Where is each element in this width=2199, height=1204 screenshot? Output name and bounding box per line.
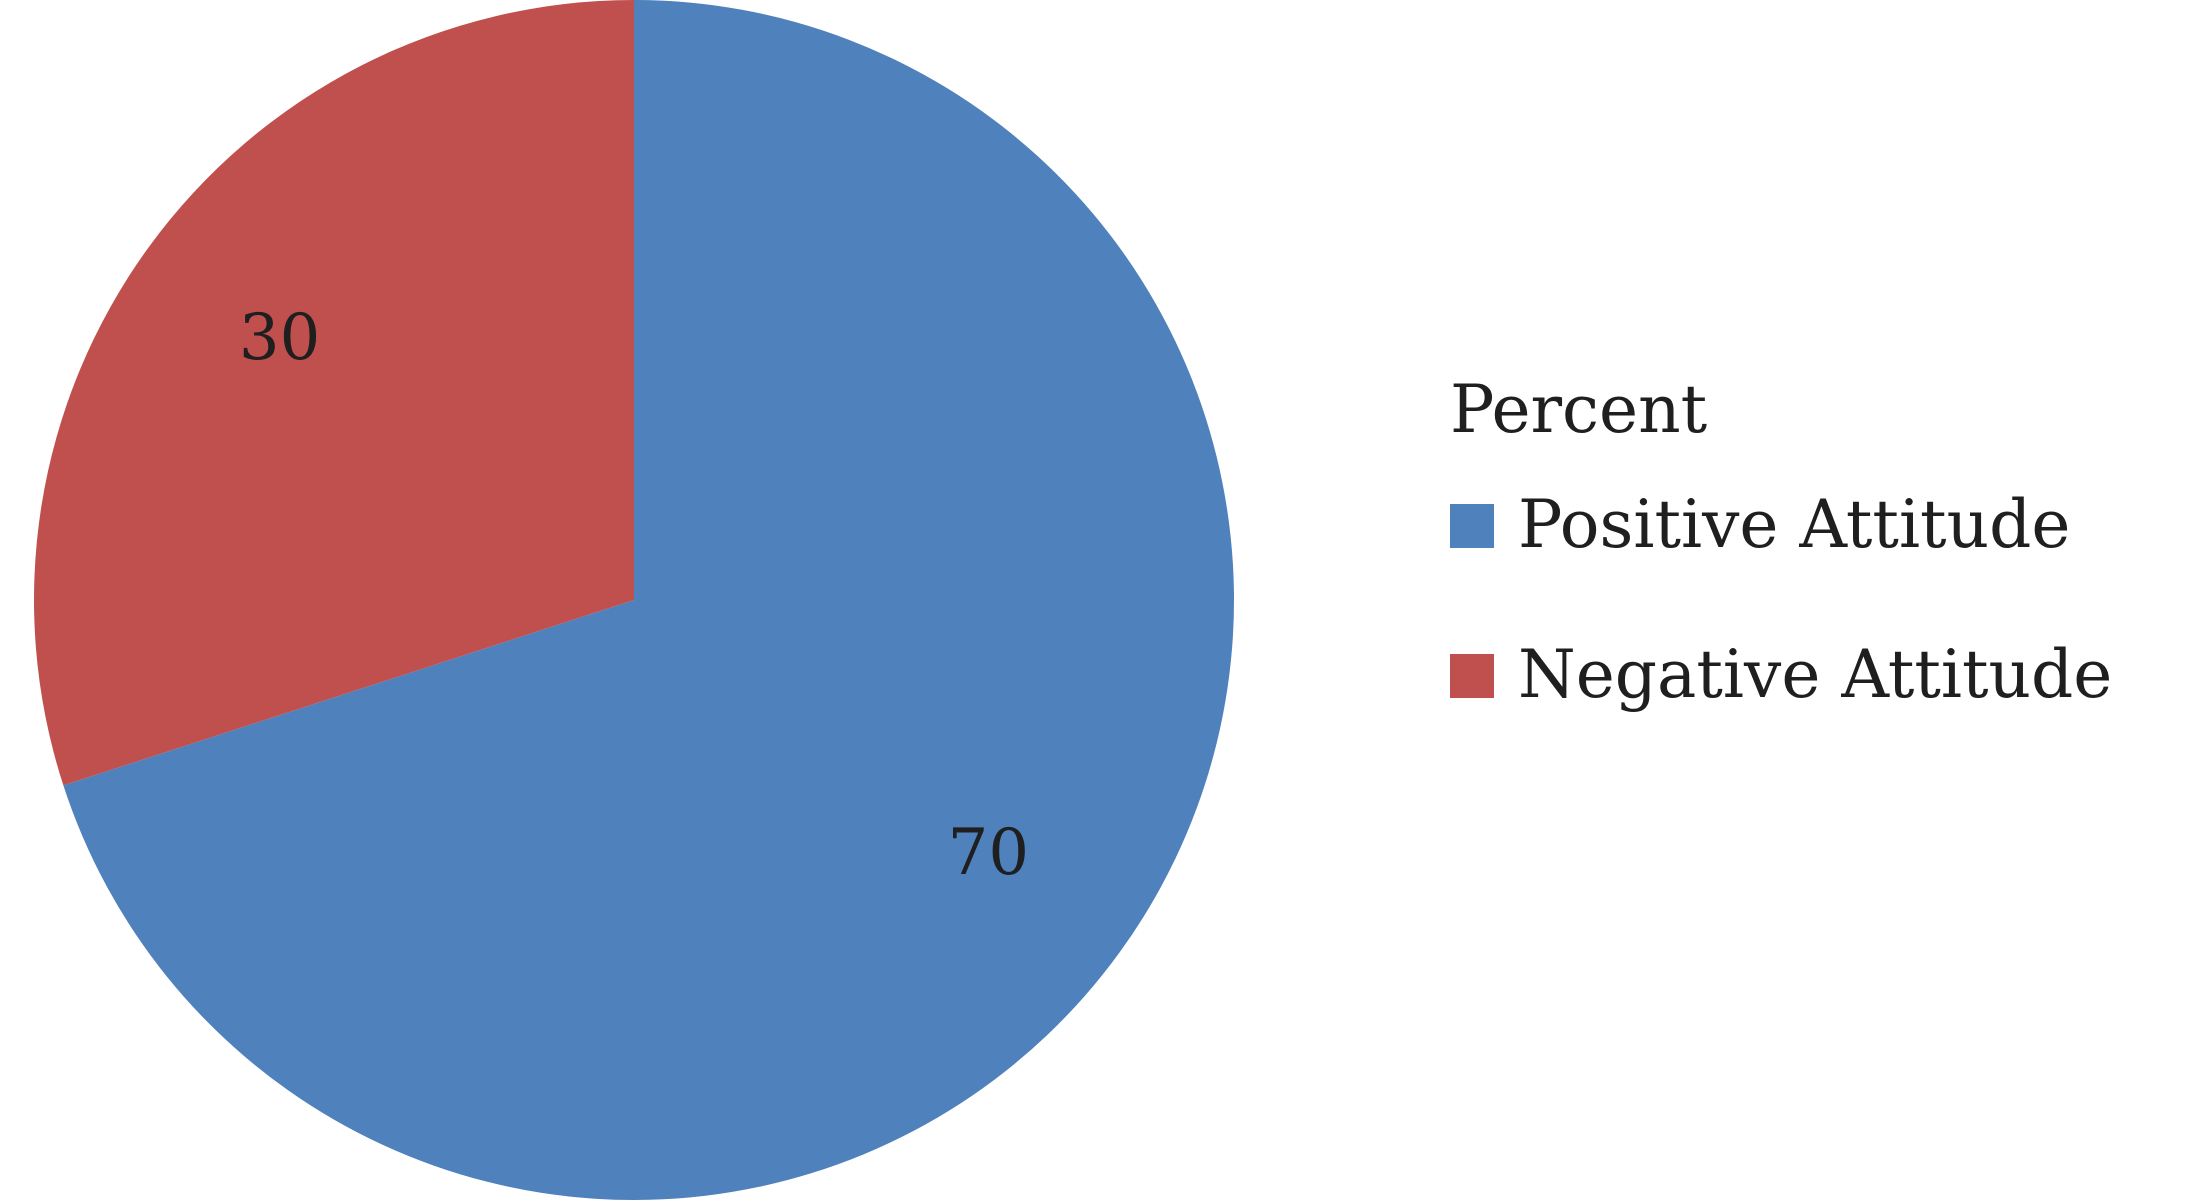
legend-label-positive-attitude: Positive Attitude — [1518, 486, 2070, 563]
pie-data-labels: 70 30 — [239, 301, 1029, 890]
legend: Percent Positive Attitude Negative Attitu… — [1450, 371, 2112, 713]
legend-title: Percent — [1450, 371, 1707, 448]
pie-slice-positive-attitude — [63, 0, 1234, 1200]
pie-slice-negative-attitude — [33, 0, 635, 786]
pie-slices — [33, 0, 1234, 1200]
legend-swatch-negative-attitude — [1450, 654, 1494, 698]
legend-label-negative-attitude: Negative Attitude — [1518, 636, 2112, 713]
data-label-positive-attitude: 70 — [948, 816, 1029, 890]
data-label-negative-attitude: 30 — [239, 301, 320, 375]
legend-swatch-positive-attitude — [1450, 504, 1494, 548]
